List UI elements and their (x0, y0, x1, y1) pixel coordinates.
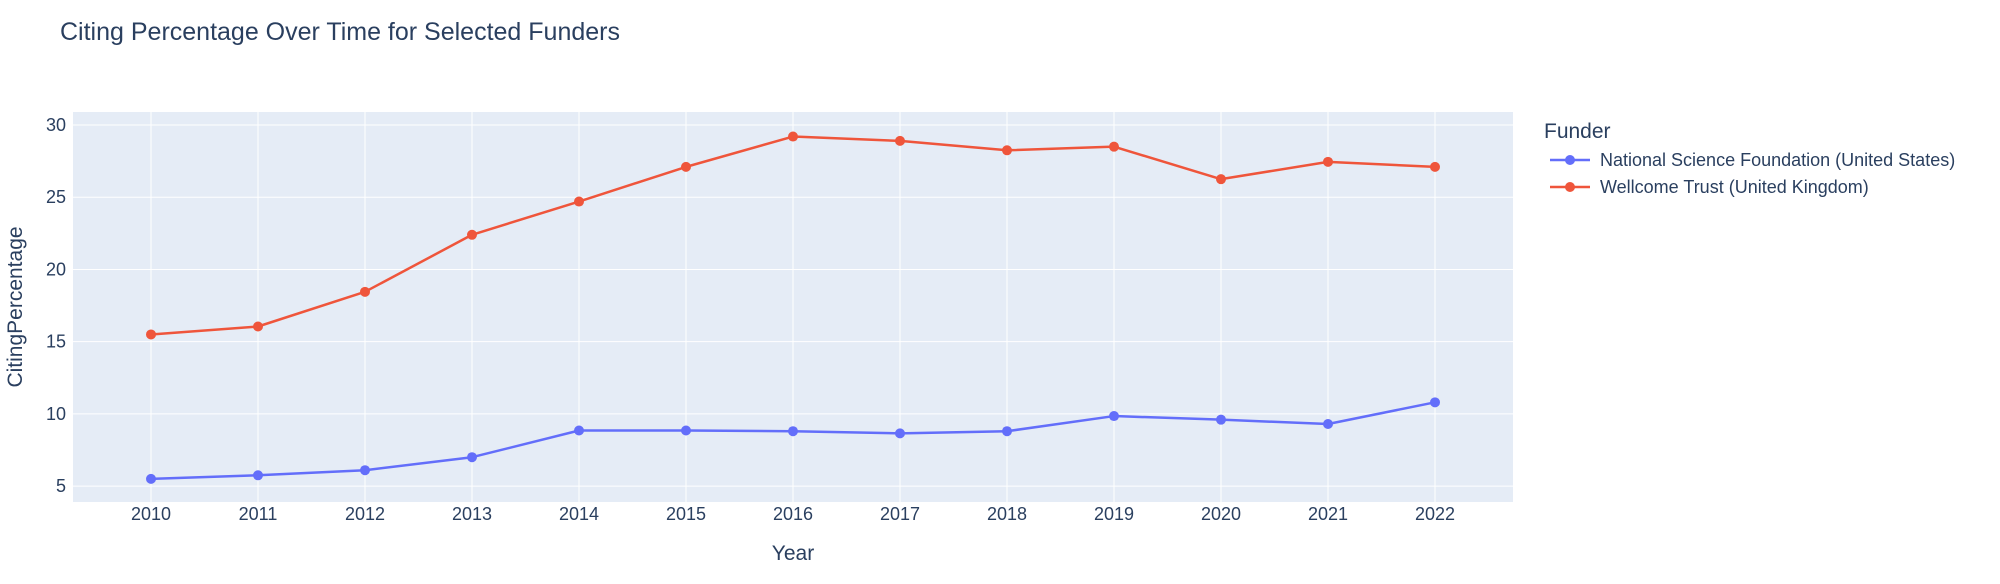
y-tick-label: 10 (46, 404, 66, 424)
legend-item[interactable]: Wellcome Trust (United Kingdom) (1550, 177, 1869, 197)
data-point[interactable] (146, 329, 156, 340)
x-tick-label: 2016 (773, 504, 813, 524)
x-tick-label: 2020 (1201, 504, 1241, 524)
y-tick-label: 5 (56, 476, 66, 496)
data-point[interactable] (1216, 174, 1226, 185)
x-tick-label: 2013 (452, 504, 492, 524)
legend-title: Funder (1544, 120, 1611, 143)
y-tick-label: 30 (46, 115, 66, 135)
data-point[interactable] (360, 465, 370, 476)
data-point[interactable] (146, 473, 156, 484)
data-point[interactable] (1002, 145, 1012, 156)
data-point[interactable] (253, 321, 263, 332)
data-point[interactable] (895, 135, 905, 146)
series-1[interactable] (146, 131, 1440, 340)
data-point[interactable] (253, 470, 263, 481)
legend-item[interactable]: National Science Foundation (United Stat… (1550, 150, 1955, 170)
data-point[interactable] (1323, 156, 1333, 167)
x-axis-title: Year (772, 542, 814, 565)
x-tick-label: 2018 (987, 504, 1027, 524)
legend-label: National Science Foundation (United Stat… (1600, 150, 1955, 170)
data-point[interactable] (574, 196, 584, 207)
grid-lines (73, 112, 1513, 502)
y-tick-label: 15 (46, 332, 66, 352)
y-tick-label: 25 (46, 187, 66, 207)
x-tick-label: 2022 (1415, 504, 1455, 524)
x-tick-label: 2011 (239, 504, 278, 524)
series-0[interactable] (146, 397, 1440, 484)
x-tick-label: 2015 (666, 504, 706, 524)
data-point[interactable] (681, 161, 691, 172)
data-point[interactable] (1216, 414, 1226, 425)
data-point[interactable] (788, 426, 798, 437)
data-point[interactable] (467, 229, 477, 240)
legend-label: Wellcome Trust (United Kingdom) (1600, 177, 1869, 197)
x-axis-ticks: 2010 2011 2012 2013 2014 2015 2016 2017 2018 2019… (131, 504, 1455, 524)
data-point[interactable] (467, 452, 477, 463)
legend[interactable]: National Science Foundation (United Stat… (1550, 150, 1955, 197)
data-point[interactable] (1109, 411, 1119, 422)
data-point[interactable] (1430, 397, 1440, 408)
data-point[interactable] (574, 425, 584, 436)
data-point[interactable] (1109, 141, 1119, 152)
data-point[interactable] (1002, 426, 1012, 437)
data-point[interactable] (681, 425, 691, 436)
legend-swatch-marker (1565, 155, 1575, 165)
data-point[interactable] (788, 131, 798, 142)
x-tick-label: 2017 (880, 504, 920, 524)
y-axis-ticks: 5 10 15 20 25 30 (46, 115, 66, 496)
series-layer (146, 131, 1440, 484)
chart-title: Citing Percentage Over Time for Selected… (60, 18, 620, 46)
data-point[interactable] (1430, 161, 1440, 172)
data-point[interactable] (1323, 419, 1333, 429)
y-tick-label: 20 (46, 259, 66, 279)
x-tick-label: 2014 (559, 504, 599, 524)
y-axis-title: CitingPercentage (4, 226, 27, 387)
x-tick-label: 2012 (345, 504, 385, 524)
x-tick-label: 2021 (1308, 504, 1348, 524)
x-tick-label: 2019 (1094, 504, 1134, 524)
x-tick-label: 2010 (131, 504, 171, 524)
data-point[interactable] (895, 428, 905, 439)
legend-swatch-marker (1565, 182, 1575, 192)
data-point[interactable] (360, 286, 370, 297)
